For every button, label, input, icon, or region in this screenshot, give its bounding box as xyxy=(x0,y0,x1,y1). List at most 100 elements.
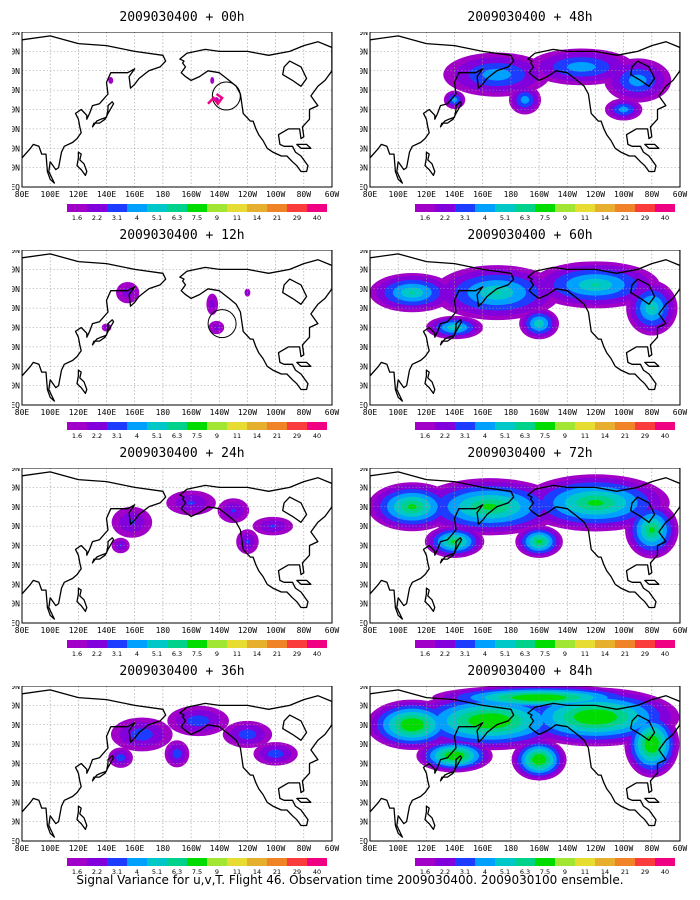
lat-label: 80N xyxy=(360,32,368,37)
lon-label: 100E xyxy=(389,844,408,853)
colorbar-swatch xyxy=(635,422,655,430)
variance-contour xyxy=(492,290,501,295)
lat-label: 60N xyxy=(360,67,368,76)
panel-title: 2009030400 + 00h xyxy=(119,10,245,25)
lon-label: 100W xyxy=(614,408,633,417)
colorbar-label: 7.5 xyxy=(192,214,202,222)
lon-label: 180 xyxy=(504,844,519,853)
lon-label: 80W xyxy=(297,408,312,417)
lon-label: 160E xyxy=(125,190,144,199)
lon-label: 140E xyxy=(97,408,116,417)
coastline xyxy=(282,496,308,523)
colorbar-label: 40 xyxy=(661,650,669,658)
colorbar-swatch xyxy=(87,858,107,866)
colorbar-label: 5.1 xyxy=(152,214,162,222)
variance-contour xyxy=(187,715,210,727)
colorbar-swatch xyxy=(495,204,515,212)
lon-label: 120E xyxy=(417,408,436,417)
lon-label: 140E xyxy=(97,190,116,199)
lat-label: 20N xyxy=(12,580,20,589)
coastline xyxy=(179,259,332,391)
colorbar-label: 14 xyxy=(601,432,609,440)
lat-label: 40N xyxy=(12,324,20,333)
colorbar-swatch xyxy=(127,422,147,430)
colorbar-swatch xyxy=(127,858,147,866)
lat-label: 80N xyxy=(12,250,20,255)
colorbar-swatch xyxy=(267,204,287,212)
colorbar-label: 5.1 xyxy=(500,650,510,658)
colorbar-label: 14 xyxy=(253,650,261,658)
colorbar-label: 7.5 xyxy=(540,214,550,222)
colorbar-swatch xyxy=(247,640,267,648)
lon-label: 160E xyxy=(473,408,492,417)
colorbar-swatch xyxy=(415,422,435,430)
lon-label: 180 xyxy=(156,408,171,417)
colorbar-label: 6.3 xyxy=(520,868,530,876)
colorbar-label: 29 xyxy=(641,214,649,222)
colorbar-label: 4 xyxy=(135,868,139,876)
coastline xyxy=(370,471,515,620)
colorbar-swatch xyxy=(287,640,307,648)
lon-label: 100E xyxy=(389,408,408,417)
colorbar-swatch xyxy=(495,858,515,866)
lat-label: 30N xyxy=(360,343,368,352)
lat-label: 60N xyxy=(360,721,368,730)
coastline xyxy=(527,41,680,173)
lon-label: 120W xyxy=(238,190,257,199)
colorbar-label: 1.6 xyxy=(72,214,82,222)
colorbar-swatch xyxy=(535,858,555,866)
lon-label: 100E xyxy=(389,190,408,199)
lon-label: 60W xyxy=(325,626,340,635)
colorbar-label: 6.3 xyxy=(520,432,530,440)
observation-circle xyxy=(207,309,237,339)
lon-label: 80W xyxy=(297,626,312,635)
lon-label: 80E xyxy=(15,844,30,853)
coastline xyxy=(296,579,312,585)
lon-label: 60W xyxy=(325,844,340,853)
lat-label: 40N xyxy=(12,542,20,551)
colorbar-swatch xyxy=(635,640,655,648)
colorbar-swatch xyxy=(595,204,615,212)
lon-label: 180 xyxy=(504,190,519,199)
colorbar-label: 40 xyxy=(661,214,669,222)
colorbar-swatch xyxy=(595,640,615,648)
lat-label: 70N xyxy=(360,483,368,492)
lat-label: 10N xyxy=(12,600,20,609)
coastline xyxy=(296,797,312,803)
lat-label: 50N xyxy=(12,304,20,313)
colorbar-label: 3.1 xyxy=(460,650,470,658)
observation-circle xyxy=(211,81,241,111)
coastline xyxy=(22,253,167,402)
lat-label: 70N xyxy=(360,701,368,710)
lon-label: 120E xyxy=(417,844,436,853)
colorbar-label: 9 xyxy=(215,432,219,440)
colorbar-label: 4 xyxy=(483,432,487,440)
colorbar-swatch xyxy=(575,422,595,430)
lat-label: 20N xyxy=(12,362,20,371)
colorbar-swatch xyxy=(455,422,475,430)
coastline xyxy=(76,587,88,613)
colorbar-swatch xyxy=(107,422,127,430)
colorbar-swatch xyxy=(147,422,167,430)
lat-label: 20N xyxy=(12,798,20,807)
lat-label: 50N xyxy=(360,740,368,749)
coastline xyxy=(91,101,115,128)
map-panel: 2009030400 + 84h 80N 70N 60N 50N 40N 30N 20N 10N… xyxy=(360,664,700,876)
colorbar-swatch xyxy=(127,204,147,212)
colorbar-label: 11 xyxy=(233,868,241,876)
lon-label: 120W xyxy=(586,408,605,417)
colorbar-label: 2.2 xyxy=(440,214,450,222)
colorbar-swatch xyxy=(307,640,327,648)
lat-label: 20N xyxy=(360,362,368,371)
variance-contour xyxy=(567,62,596,72)
colorbar-label: 29 xyxy=(641,432,649,440)
colorbar-swatch xyxy=(267,640,287,648)
colorbar-swatch xyxy=(247,858,267,866)
lat-label: 70N xyxy=(12,265,20,274)
colorbar-label: 21 xyxy=(621,650,629,658)
lat-label: 30N xyxy=(360,125,368,134)
lon-label: 120E xyxy=(417,190,436,199)
lat-label: 80N xyxy=(12,468,20,473)
lon-label: 140E xyxy=(97,844,116,853)
colorbar-label: 7.5 xyxy=(192,650,202,658)
